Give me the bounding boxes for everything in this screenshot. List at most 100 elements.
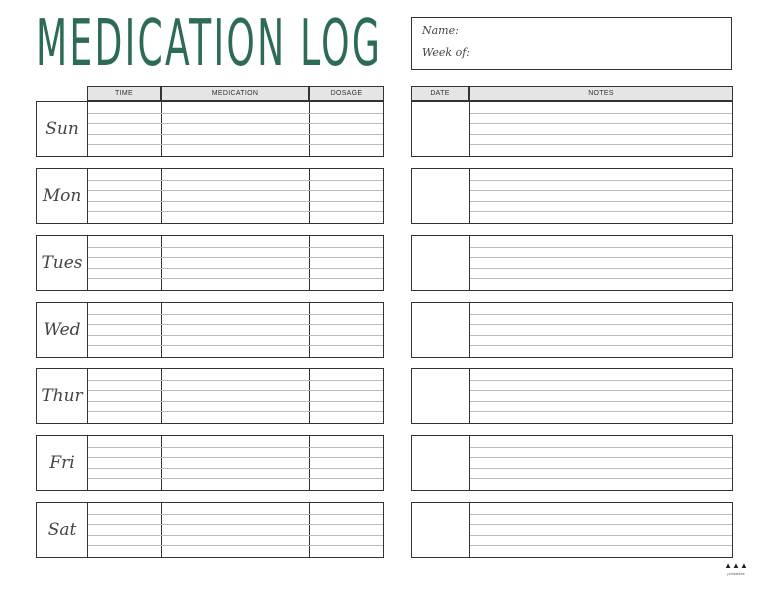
ruled-line	[88, 267, 383, 269]
ruled-line	[470, 313, 732, 315]
ruled-line	[88, 200, 383, 202]
name-week-box: Name: Week of:	[411, 17, 732, 70]
ruled-line	[470, 390, 732, 392]
notes-block-wed[interactable]	[411, 302, 733, 358]
ruled-line	[88, 313, 383, 315]
ruled-line	[470, 446, 732, 448]
notes-block-thur[interactable]	[411, 368, 733, 424]
day-label-wed: Wed	[36, 302, 88, 358]
column-divider	[469, 303, 470, 357]
notes-block-fri[interactable]	[411, 435, 733, 491]
ruled-line	[88, 257, 383, 259]
medication-block-fri[interactable]	[87, 435, 384, 491]
column-divider	[469, 369, 470, 423]
ruled-line	[470, 400, 732, 402]
ruled-line	[88, 457, 383, 459]
ruled-line	[470, 457, 732, 459]
page-title: MEDICATION LOG	[36, 7, 383, 81]
ruled-line	[470, 334, 732, 336]
column-divider	[469, 503, 470, 557]
ruled-line	[88, 179, 383, 181]
ruled-line	[470, 144, 732, 146]
ruled-line	[88, 112, 383, 114]
notes-block-tues[interactable]	[411, 235, 733, 291]
column-divider	[161, 236, 162, 290]
ruled-line	[470, 278, 732, 280]
column-divider	[161, 503, 162, 557]
name-label: Name:	[422, 24, 459, 37]
day-label-mon: Mon	[36, 168, 88, 224]
notes-block-sun[interactable]	[411, 101, 733, 157]
column-divider	[161, 436, 162, 490]
column-divider	[469, 236, 470, 290]
column-divider	[309, 503, 310, 557]
printables-logo: ▲▲▲ printables	[721, 561, 751, 577]
ruled-line	[88, 345, 383, 347]
ruled-line	[88, 446, 383, 448]
ruled-line	[88, 411, 383, 413]
ruled-line	[88, 524, 383, 526]
header-dosage: DOSAGE	[309, 86, 384, 101]
ruled-line	[88, 545, 383, 547]
medication-block-thur[interactable]	[87, 368, 384, 424]
ruled-line	[88, 379, 383, 381]
ruled-line	[470, 257, 732, 259]
medication-block-sun[interactable]	[87, 101, 384, 157]
medication-block-wed[interactable]	[87, 302, 384, 358]
ruled-line	[470, 123, 732, 125]
ruled-line	[88, 278, 383, 280]
ruled-line	[470, 211, 732, 213]
notes-block-sat[interactable]	[411, 502, 733, 558]
ruled-line	[470, 524, 732, 526]
ruled-line	[88, 334, 383, 336]
ruled-line	[470, 379, 732, 381]
header-date: DATE	[411, 86, 469, 101]
column-divider	[161, 169, 162, 223]
column-divider	[469, 436, 470, 490]
medication-block-tues[interactable]	[87, 235, 384, 291]
ruled-line	[88, 513, 383, 515]
column-divider	[309, 169, 310, 223]
ruled-line	[88, 190, 383, 192]
notes-block-mon[interactable]	[411, 168, 733, 224]
column-divider	[309, 102, 310, 156]
ruled-line	[470, 478, 732, 480]
ruled-line	[470, 534, 732, 536]
ruled-line	[88, 133, 383, 135]
ruled-line	[470, 324, 732, 326]
column-divider	[309, 436, 310, 490]
column-divider	[469, 102, 470, 156]
ruled-line	[88, 123, 383, 125]
ruled-line	[88, 534, 383, 536]
header-time: TIME	[87, 86, 161, 101]
ruled-line	[88, 144, 383, 146]
ruled-line	[470, 133, 732, 135]
ruled-line	[470, 411, 732, 413]
medication-block-sat[interactable]	[87, 502, 384, 558]
day-label-thur: Thur	[36, 368, 88, 424]
column-divider	[161, 102, 162, 156]
header-medication: MEDICATION	[161, 86, 309, 101]
logo-text: printables	[727, 571, 745, 576]
week-label: Week of:	[422, 46, 470, 59]
day-label-tues: Tues	[36, 235, 88, 291]
ruled-line	[88, 211, 383, 213]
column-divider	[161, 303, 162, 357]
ruled-line	[88, 324, 383, 326]
ruled-line	[470, 513, 732, 515]
day-label-sat: Sat	[36, 502, 88, 558]
ruled-line	[470, 112, 732, 114]
header-notes: NOTES	[469, 86, 733, 101]
column-divider	[309, 236, 310, 290]
ruled-line	[470, 467, 732, 469]
medication-block-mon[interactable]	[87, 168, 384, 224]
column-divider	[309, 369, 310, 423]
column-divider	[309, 303, 310, 357]
ruled-line	[470, 345, 732, 347]
day-label-fri: Fri	[36, 435, 88, 491]
ruled-line	[470, 246, 732, 248]
ruled-line	[470, 190, 732, 192]
logo-mark: ▲▲▲	[724, 561, 748, 570]
day-label-sun: Sun	[36, 101, 88, 157]
ruled-line	[470, 267, 732, 269]
